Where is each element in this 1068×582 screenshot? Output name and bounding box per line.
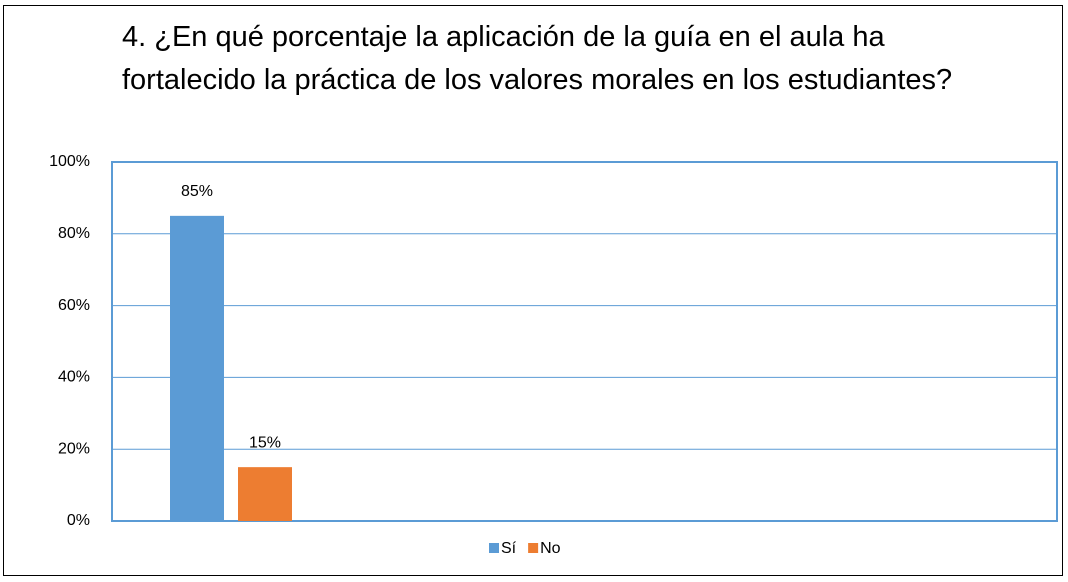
y-tick-label: 40% <box>58 369 90 386</box>
legend-label: Sí <box>501 540 517 557</box>
y-tick-label: 100% <box>49 153 90 170</box>
y-tick-label: 0% <box>67 512 90 529</box>
y-tick-label: 80% <box>58 225 90 242</box>
y-tick-label: 20% <box>58 440 90 457</box>
bar <box>170 215 224 521</box>
legend-swatch <box>528 543 539 553</box>
chart-title: 4. ¿En qué porcentaje la aplicación de l… <box>122 21 953 96</box>
chart-frame <box>3 5 1063 576</box>
y-tick-label: 60% <box>58 297 90 314</box>
plot-border <box>111 161 1058 522</box>
data-label: 85% <box>181 183 213 200</box>
data-label: 15% <box>249 434 281 451</box>
bar <box>238 467 292 521</box>
legend-swatch <box>489 543 499 553</box>
legend-label: No <box>540 540 561 557</box>
